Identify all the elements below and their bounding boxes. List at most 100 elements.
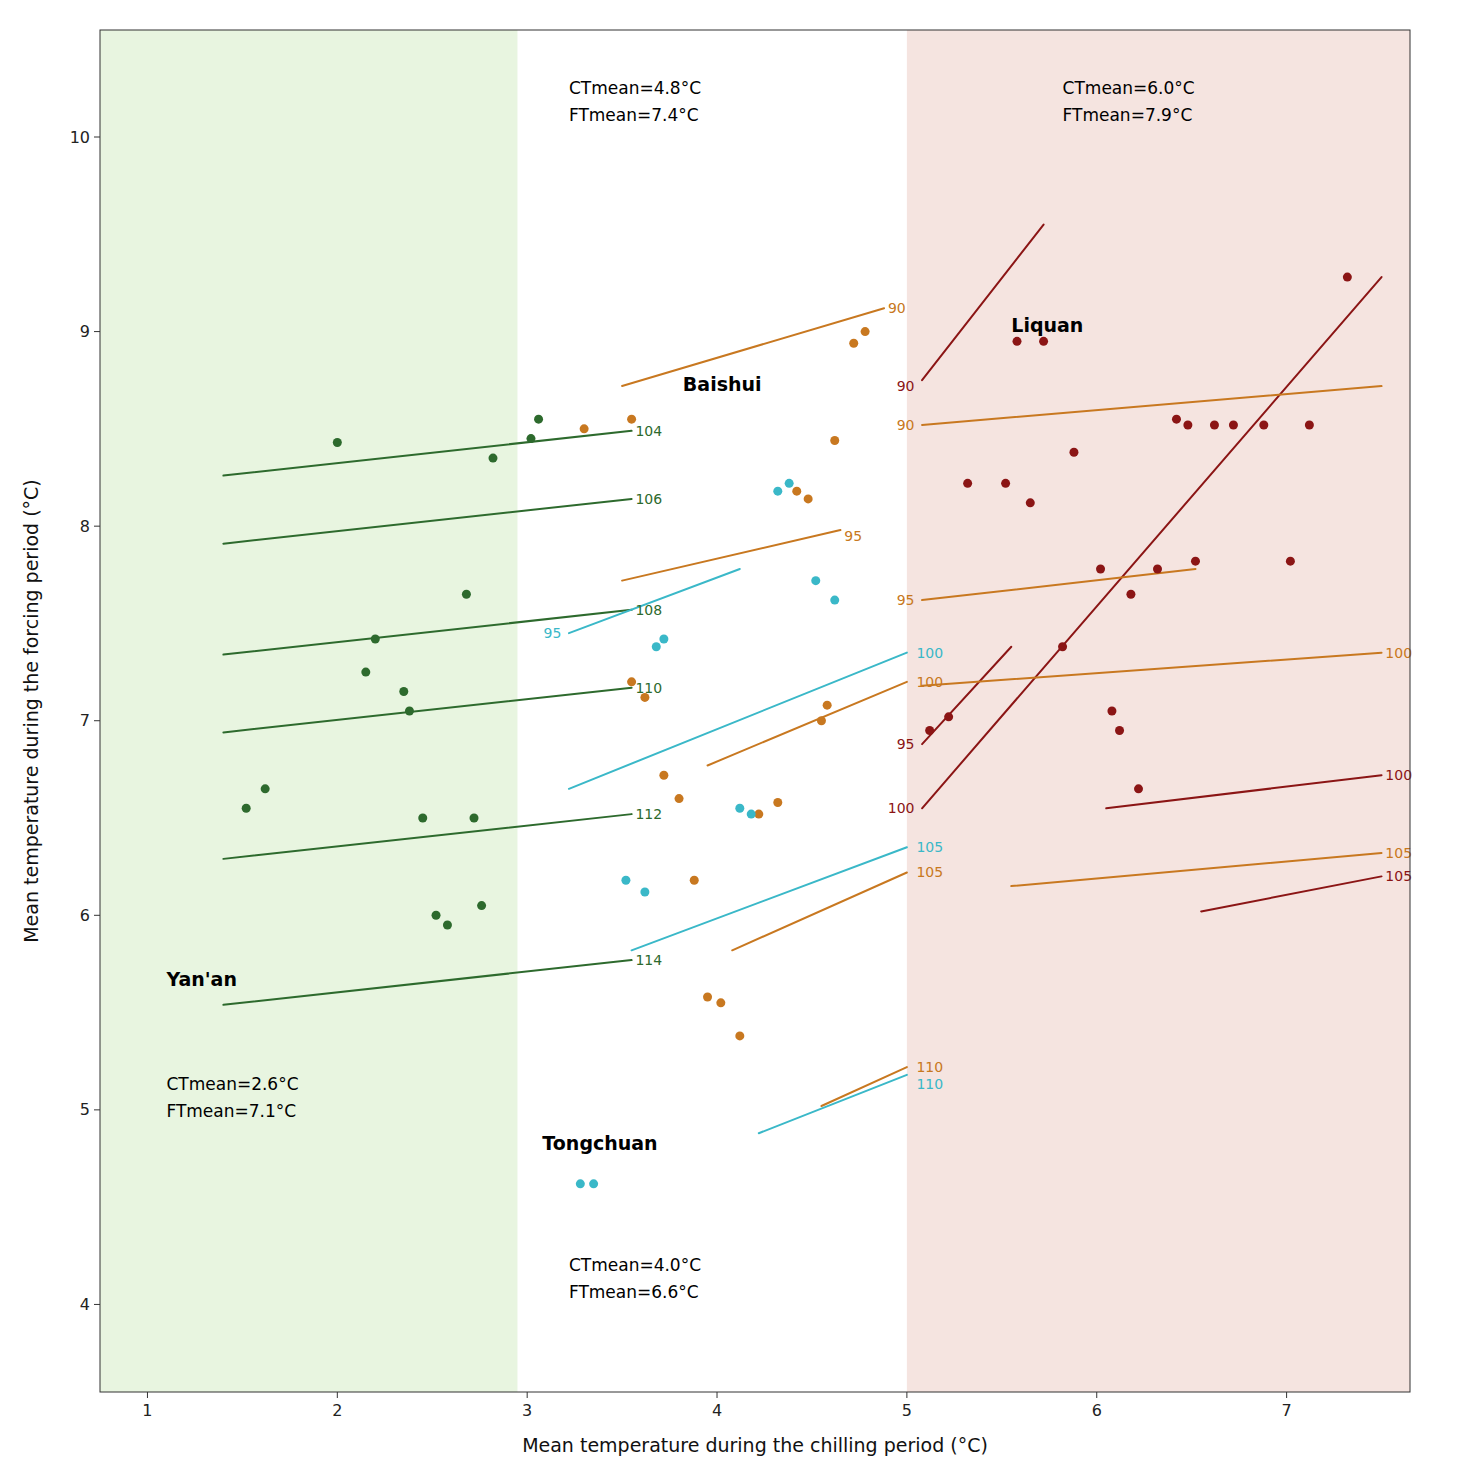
annotation-line: FTmean=7.4°C [569, 105, 699, 125]
iso-line-label: 90 [897, 417, 915, 433]
point [399, 687, 408, 696]
point [1069, 448, 1078, 457]
y-tick-label: 7 [80, 711, 90, 730]
x-tick [1096, 1392, 1097, 1398]
iso-line-label: 100 [916, 645, 943, 661]
x-tick-label: 6 [1092, 1401, 1102, 1420]
iso-line-label: 105 [916, 864, 943, 880]
y-tick [94, 720, 100, 721]
point [747, 810, 756, 819]
iso-line-label: 95 [897, 736, 915, 752]
iso-line-label: 95 [544, 625, 562, 641]
point [1126, 590, 1135, 599]
y-tick-label: 5 [80, 1100, 90, 1119]
x-tick [337, 1392, 338, 1398]
iso-line [922, 386, 1381, 425]
iso-line-label: 90 [888, 300, 906, 316]
annotation: CTmean=4.8°C FTmean=7.4°C [569, 78, 701, 125]
iso-line-label: 105 [1385, 868, 1412, 884]
point [830, 436, 839, 445]
point [1286, 557, 1295, 566]
site-name: Yan'an [165, 968, 237, 990]
site-name: Baishui [683, 373, 762, 395]
point [735, 804, 744, 813]
annotation-line: CTmean=6.0°C [1063, 78, 1195, 98]
annotation: CTmean=4.0°C FTmean=6.6°C [569, 1255, 701, 1302]
iso-line [1106, 775, 1381, 808]
iso-line [1201, 876, 1381, 911]
point [1183, 420, 1192, 429]
x-tick-label: 1 [142, 1401, 152, 1420]
iso-line [759, 1075, 907, 1133]
point [418, 814, 427, 823]
point [716, 998, 725, 1007]
y-tick [94, 1304, 100, 1305]
point [333, 438, 342, 447]
point [489, 454, 498, 463]
point [1001, 479, 1010, 488]
iso-line [821, 1067, 906, 1106]
point [589, 1179, 598, 1188]
iso-line-label: 110 [635, 680, 662, 696]
iso-line [223, 814, 631, 859]
point [432, 911, 441, 920]
x-tick-label: 2 [332, 1401, 342, 1420]
point [735, 1031, 744, 1040]
iso-line [223, 499, 631, 544]
annotation-line: FTmean=6.6°C [569, 1282, 699, 1302]
iso-line [732, 872, 907, 950]
point [675, 794, 684, 803]
point [1115, 726, 1124, 735]
site-points [925, 273, 1352, 794]
point [477, 901, 486, 910]
y-tick-label: 9 [80, 322, 90, 341]
iso-line [922, 653, 1381, 686]
point [1210, 420, 1219, 429]
point [659, 635, 668, 644]
point [773, 487, 782, 496]
point [1172, 415, 1181, 424]
y-tick-label: 6 [80, 906, 90, 925]
iso-line-label: 95 [897, 592, 915, 608]
iso-line [223, 960, 631, 1005]
annotation-line: CTmean=4.0°C [569, 1255, 701, 1275]
iso-line [223, 431, 631, 476]
point [1229, 420, 1238, 429]
site-points [576, 479, 839, 1188]
point [804, 494, 813, 503]
iso-line-label: 110 [916, 1076, 943, 1092]
iso-line [922, 225, 1044, 381]
iso-line-label: 114 [635, 952, 662, 968]
x-tick [906, 1392, 907, 1398]
site-name: Tongchuan [542, 1132, 657, 1154]
point [925, 726, 934, 735]
points [242, 273, 1352, 1189]
x-tick [527, 1392, 528, 1398]
x-tick-label: 7 [1282, 1401, 1292, 1420]
point [462, 590, 471, 599]
y-tick [94, 331, 100, 332]
point [773, 798, 782, 807]
y-tick [94, 137, 100, 138]
annotation-line: CTmean=4.8°C [569, 78, 701, 98]
point [640, 887, 649, 896]
iso-line-label: 95 [844, 528, 862, 544]
point [785, 479, 794, 488]
point [659, 771, 668, 780]
point [405, 707, 414, 716]
point [621, 876, 630, 885]
point [817, 716, 826, 725]
iso-line [569, 569, 740, 633]
iso-line-label: 110 [916, 1059, 943, 1075]
background-region [518, 30, 907, 1392]
x-axis-label: Mean temperature during the chilling per… [522, 1434, 988, 1456]
annotation: CTmean=6.0°CFTmean=7.9°C [1063, 78, 1195, 125]
point [1013, 337, 1022, 346]
iso-line-label: 108 [635, 602, 662, 618]
y-tick-label: 4 [80, 1295, 90, 1314]
axes: 123456745678910Mean temperature during t… [20, 128, 1292, 1456]
iso-line-label: 100 [1385, 767, 1412, 783]
x-tick-label: 4 [712, 1401, 722, 1420]
point [849, 339, 858, 348]
x-tick [147, 1392, 148, 1398]
